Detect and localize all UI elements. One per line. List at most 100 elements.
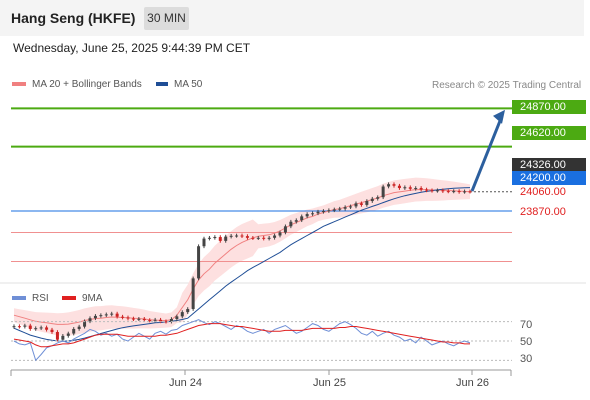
candle [77,326,81,329]
target-level-tag-24620: 24620.00 [512,126,586,140]
candle [408,187,412,189]
candle [61,335,65,340]
candle [159,319,163,322]
candle [23,325,27,327]
candle [121,316,125,318]
source-credit: Research © 2025 Trading Central [432,80,582,91]
candle [191,278,195,310]
legend-ma50-label: MA 50 [174,79,203,90]
candle [463,191,467,193]
candle [251,237,255,239]
candle [278,232,282,236]
candle [419,188,423,190]
candle [88,318,92,322]
candle [294,220,298,222]
rsi-line [13,319,471,362]
timeframe-badge[interactable]: 30 MIN [144,7,189,30]
candle [218,237,222,241]
candle [175,316,179,319]
candle [435,190,439,192]
candle [359,203,363,205]
candle [137,318,141,320]
candle [115,313,119,317]
candle [338,208,342,210]
candle [240,235,244,237]
candle [148,320,152,322]
forecast-arrow-shaft [470,115,504,192]
candle [224,236,228,241]
candle [354,203,358,207]
rsi-level-30: 30 [520,353,533,365]
candle [256,237,260,239]
candle [365,201,369,205]
candle [273,235,277,238]
candle [425,189,429,191]
x-tick-jun25: Jun 25 [313,377,347,389]
rsi-level-70: 70 [520,319,533,331]
candle [376,197,380,199]
candle [207,237,211,239]
support-level-label-24060: 24060.00 [520,186,566,198]
candle [452,191,456,193]
ma50-swatch-icon [156,82,168,87]
candle [110,313,114,315]
x-tick-jun26: Jun 26 [456,377,490,389]
rsi-9ma-line [13,323,470,348]
candle [414,188,418,190]
legend-ma20: MA 20 + Bollinger Bands [12,79,142,90]
candle [305,214,309,217]
candle [197,246,201,279]
candle [311,213,315,215]
legend-9ma: 9MA [62,293,103,304]
instrument-title: Hang Seng (HKFE) [11,10,136,26]
candle [45,327,49,330]
candle [327,210,331,212]
legend-rsi: RSI [12,293,49,304]
candle [66,333,70,336]
candle [180,312,184,317]
rsi-level-50: 50 [520,336,533,348]
support-level-label-23870: 23870.00 [520,206,566,218]
candle [300,216,304,221]
candle [39,327,43,329]
candle [104,314,108,316]
candle [99,315,103,317]
candle [397,185,401,189]
candle [392,184,396,186]
candle [289,221,293,227]
candle [370,198,374,202]
candle [50,329,54,333]
ma9-swatch-icon [62,296,76,301]
current-price-tag: 24326.00 [512,158,586,172]
legend-ma50: MA 50 [156,79,202,90]
forecast-arrow-head-icon [493,109,505,124]
bollinger-band [14,177,470,336]
candle [235,235,239,237]
candle [169,318,173,322]
legend-ma20-label: MA 20 + Bollinger Bands [32,79,142,90]
candle [441,190,445,192]
candle [457,191,461,193]
rsi-swatch-icon [12,296,26,301]
pivot-level-tag: 24200.00 [512,171,586,185]
candle [186,309,190,313]
chart-datetime: Wednesday, June 25, 2025 9:44:39 PM CET [13,41,251,55]
candle [430,190,434,192]
candle [446,191,450,193]
candle [403,187,407,189]
chart-header: Hang Seng (HKFE) 30 MIN [0,0,584,36]
target-level-tag-24870: 24870.00 [512,100,586,114]
candle [131,318,135,320]
candle [343,207,347,209]
candle [316,211,320,214]
candle [468,191,472,193]
legend-rsi-label: RSI [32,293,49,304]
x-tick-jun24: Jun 24 [169,377,203,389]
candle [72,328,76,334]
candle [55,332,59,340]
candle [93,315,97,319]
candle [262,237,266,239]
candle [229,235,233,237]
candle [387,184,391,187]
